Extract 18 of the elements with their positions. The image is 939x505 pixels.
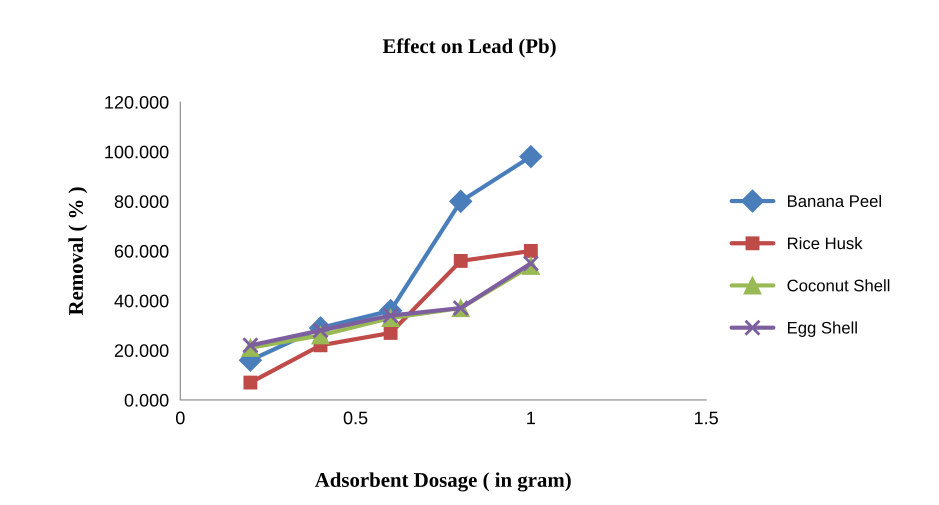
y-tick-label: 80.000 — [114, 195, 168, 208]
y-tick-label: 0.000 — [124, 394, 168, 407]
x-tick-label: 0.5 — [344, 412, 368, 424]
x-tick-label: 1.5 — [694, 412, 718, 424]
y-tick-label: 120.000 — [105, 96, 168, 109]
chart-title: Effect on Lead (Pb) — [382, 38, 556, 58]
y-tick-label: 20.000 — [114, 344, 168, 358]
legend-label: Rice Husk — [788, 237, 863, 250]
y-axis-title: Removal ( % ) — [68, 187, 88, 316]
legend-label: Coconut Shell — [787, 279, 890, 292]
y-tick-label: 100.000 — [105, 146, 168, 158]
y-tick-label: 60.000 — [114, 244, 168, 258]
x-tick-label: 0 — [176, 412, 185, 424]
x-tick-label: 1 — [527, 412, 535, 424]
legend-label: Egg Shell — [788, 321, 857, 337]
x-axis-title: Adsorbent Dosage ( in gram) — [314, 472, 571, 492]
y-tick-label: 40.000 — [114, 294, 168, 308]
legend-label: Banana Peel — [788, 194, 881, 208]
